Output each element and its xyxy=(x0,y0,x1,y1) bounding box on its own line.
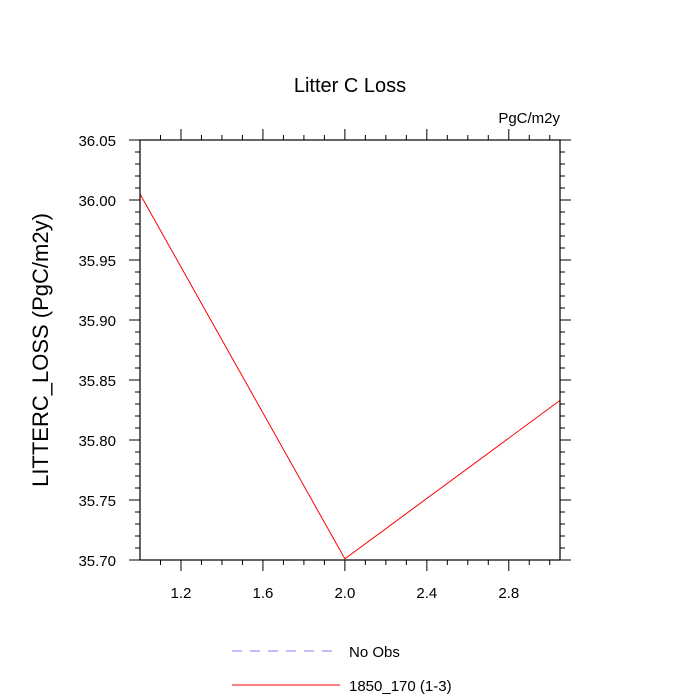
y-tick-label: 35.80 xyxy=(78,433,116,450)
y-tick-label: 36.00 xyxy=(78,193,116,210)
y-tick-label: 35.95 xyxy=(78,253,116,270)
units-label: PgC/m2y xyxy=(498,110,560,127)
plot-area: 1.2 1.6 2.0 2.4 2.8 35.70 35.75 35.80 35.85 35.90… xyxy=(78,129,571,602)
x-tick-label: 2.4 xyxy=(416,585,437,602)
x-tick-label: 1.6 xyxy=(252,585,273,602)
x-tick-label: 1.2 xyxy=(171,585,192,602)
y-tick-label: 35.90 xyxy=(78,313,116,330)
legend-label-1850-170: 1850_170 (1-3) xyxy=(349,678,452,695)
legend: No Obs 1850_170 (1-3) xyxy=(232,644,452,695)
plot-frame xyxy=(139,139,561,561)
y-tick-label: 35.85 xyxy=(78,373,116,390)
legend-label-no-obs: No Obs xyxy=(349,644,400,661)
y-tick-label: 35.70 xyxy=(78,553,116,570)
x-tick-label: 2.8 xyxy=(498,585,519,602)
y-tick-label: 35.75 xyxy=(78,493,116,510)
y-axis-label: LITTERC_LOSS (PgC/m2y) xyxy=(28,213,53,487)
x-tick-label: 2.0 xyxy=(334,585,355,602)
y-tick-label: 36.05 xyxy=(78,133,116,150)
chart-title: Litter C Loss xyxy=(294,75,406,97)
series-line-1850-170 xyxy=(139,193,561,560)
